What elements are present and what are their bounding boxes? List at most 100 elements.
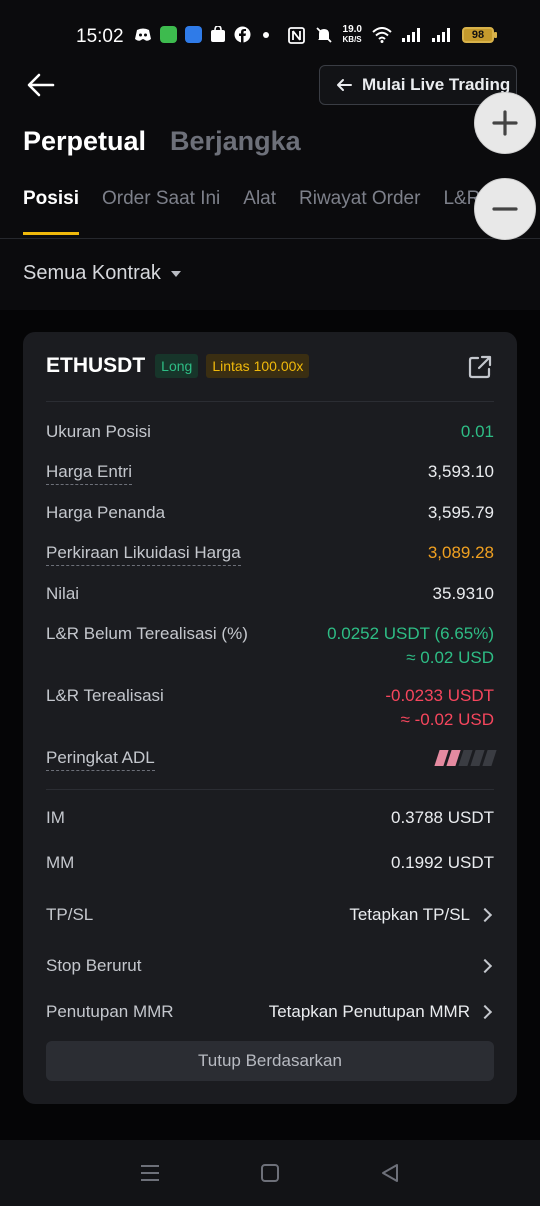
status-time: 15:02 [76, 26, 124, 47]
row-unrealized-pnl: L&R Belum Terealisasi (%) 0.0252 USDT (6… [46, 624, 494, 668]
tab-positions[interactable]: Posisi [23, 188, 79, 235]
value-value: 35.9310 [432, 584, 494, 603]
system-nav-bar [0, 1140, 540, 1206]
main-tabs: Perpetual Berjangka [23, 126, 301, 157]
tab-futures[interactable]: Berjangka [170, 126, 301, 156]
home-button[interactable] [250, 1153, 290, 1193]
size-label: Ukuran Posisi [46, 422, 151, 441]
contract-filter-dropdown[interactable]: Semua Kontrak [23, 262, 181, 285]
im-value: 0.3788 USDT [391, 808, 494, 827]
sub-tabs: Posisi Order Saat Ini Alat Riwayat Order… [23, 188, 481, 235]
row-realized-pnl: L&R Terealisasi -0.0233 USDT ≈ -0.02 USD [46, 686, 494, 730]
mute-icon [315, 27, 332, 43]
tab-tools[interactable]: Alat [243, 188, 277, 209]
leverage-badge[interactable]: Lintas 100.00x [206, 354, 310, 378]
network-speed: 19.0 KB/S [343, 25, 362, 45]
trailing-stop-link[interactable] [470, 956, 494, 976]
notification-icons [134, 26, 273, 43]
side-badge: Long [155, 354, 199, 378]
row-mark-price: Harga Penanda 3,595.79 [46, 503, 494, 523]
mark-value: 3,595.79 [427, 503, 494, 522]
chevron-right-icon [477, 907, 493, 923]
start-live-trading-button[interactable]: Mulai Live Trading [319, 65, 517, 105]
mm-label: MM [46, 853, 75, 872]
speed-value: 19.0 [342, 24, 362, 35]
liq-label[interactable]: Perkiraan Likuidasi Harga [46, 543, 241, 566]
status-bar: 15:02 19.0 KB/S 98 [0, 0, 540, 72]
tab-order-history[interactable]: Riwayat Order [299, 188, 421, 209]
realized-usd: ≈ -0.02 USD [400, 710, 494, 729]
position-symbol[interactable]: ETHUSDT [46, 354, 146, 377]
speed-unit: KB/S [342, 35, 362, 44]
external-link-icon[interactable] [467, 354, 493, 380]
card-divider-2 [46, 789, 494, 790]
zoom-out-button[interactable] [474, 178, 536, 240]
row-position-size: Ukuran Posisi 0.01 [46, 422, 494, 442]
tab-perpetual[interactable]: Perpetual [23, 126, 147, 156]
unrealized-label: L&R Belum Terealisasi (%) [46, 624, 248, 643]
im-label: IM [46, 808, 65, 827]
liq-value: 3,089.28 [427, 543, 494, 562]
arrow-left-icon [337, 79, 352, 91]
app-green-icon [160, 26, 177, 43]
dot-icon [263, 31, 269, 38]
value-label: Nilai [46, 584, 80, 603]
close-by-button[interactable]: Tutup Berdasarkan [46, 1041, 494, 1081]
mmr-label: Penutupan MMR [46, 1002, 174, 1021]
card-divider [46, 401, 494, 402]
entry-label[interactable]: Harga Entri [46, 462, 132, 485]
realized-label: L&R Terealisasi [46, 686, 164, 705]
position-header: ETHUSDT Long Lintas 100.00x [46, 354, 310, 378]
facebook-icon [234, 26, 251, 43]
adl-label[interactable]: Peringkat ADL [46, 748, 155, 771]
recents-button[interactable] [130, 1153, 170, 1193]
set-tpsl-label: Tetapkan TP/SL [349, 905, 470, 924]
signal-icon-2 [432, 28, 450, 42]
trailing-label: Stop Berurut [46, 956, 142, 975]
realized-values: -0.0233 USDT ≈ -0.02 USD [385, 686, 494, 730]
chevron-right-icon [477, 958, 493, 974]
home-icon [261, 1164, 279, 1182]
plus-icon [492, 110, 518, 136]
row-mm: MM 0.1992 USDT [46, 853, 494, 873]
app-blue-icon [185, 26, 202, 43]
back-icon [382, 1164, 398, 1182]
signal-icon [402, 28, 420, 42]
wifi-icon [372, 27, 392, 43]
unrealized-value: 0.0252 USDT (6.65%) [327, 624, 494, 643]
entry-value: 3,593.10 [427, 462, 494, 481]
adl-indicator [434, 750, 497, 771]
row-adl-rank: Peringkat ADL [46, 748, 497, 771]
row-mmr-close[interactable]: Penutupan MMR Tetapkan Penutupan MMR [46, 1002, 494, 1022]
back-arrow-icon[interactable] [26, 70, 56, 100]
system-icons: 19.0 KB/S 98 [287, 25, 497, 45]
set-tpsl-link[interactable]: Tetapkan TP/SL [349, 905, 494, 925]
row-trailing-stop[interactable]: Stop Berurut [46, 956, 494, 976]
minus-icon [492, 207, 518, 211]
realized-value: -0.0233 USDT [385, 686, 494, 705]
row-tpsl[interactable]: TP/SL Tetapkan TP/SL [46, 905, 494, 925]
zoom-in-button[interactable] [474, 92, 536, 154]
back-button[interactable] [370, 1153, 410, 1193]
caret-down-icon [170, 270, 181, 277]
mark-label: Harga Penanda [46, 503, 166, 522]
filter-label: Semua Kontrak [23, 262, 161, 284]
unrealized-usd: ≈ 0.02 USD [406, 648, 494, 667]
row-entry-price: Harga Entri 3,593.10 [46, 462, 494, 485]
tpsl-label: TP/SL [46, 905, 94, 924]
row-liquidation-price: Perkiraan Likuidasi Harga 3,089.28 [46, 543, 494, 566]
row-im: IM 0.3788 USDT [46, 808, 494, 828]
menu-icon [141, 1165, 159, 1181]
unrealized-values: 0.0252 USDT (6.65%) ≈ 0.02 USD [327, 624, 494, 668]
set-mmr-close-link[interactable]: Tetapkan Penutupan MMR [269, 1002, 494, 1022]
tab-open-orders[interactable]: Order Saat Ini [101, 188, 221, 209]
row-value: Nilai 35.9310 [46, 584, 494, 604]
position-card: ETHUSDT Long Lintas 100.00x Ukuran Posis… [23, 332, 517, 1104]
live-button-label: Mulai Live Trading [362, 75, 511, 94]
size-value: 0.01 [460, 422, 494, 441]
battery-icon: 98 [462, 27, 497, 43]
tabs-divider [0, 238, 540, 239]
tab-pnl[interactable]: L&R [443, 188, 481, 209]
mm-value: 0.1992 USDT [391, 853, 494, 872]
discord-icon [135, 28, 151, 41]
